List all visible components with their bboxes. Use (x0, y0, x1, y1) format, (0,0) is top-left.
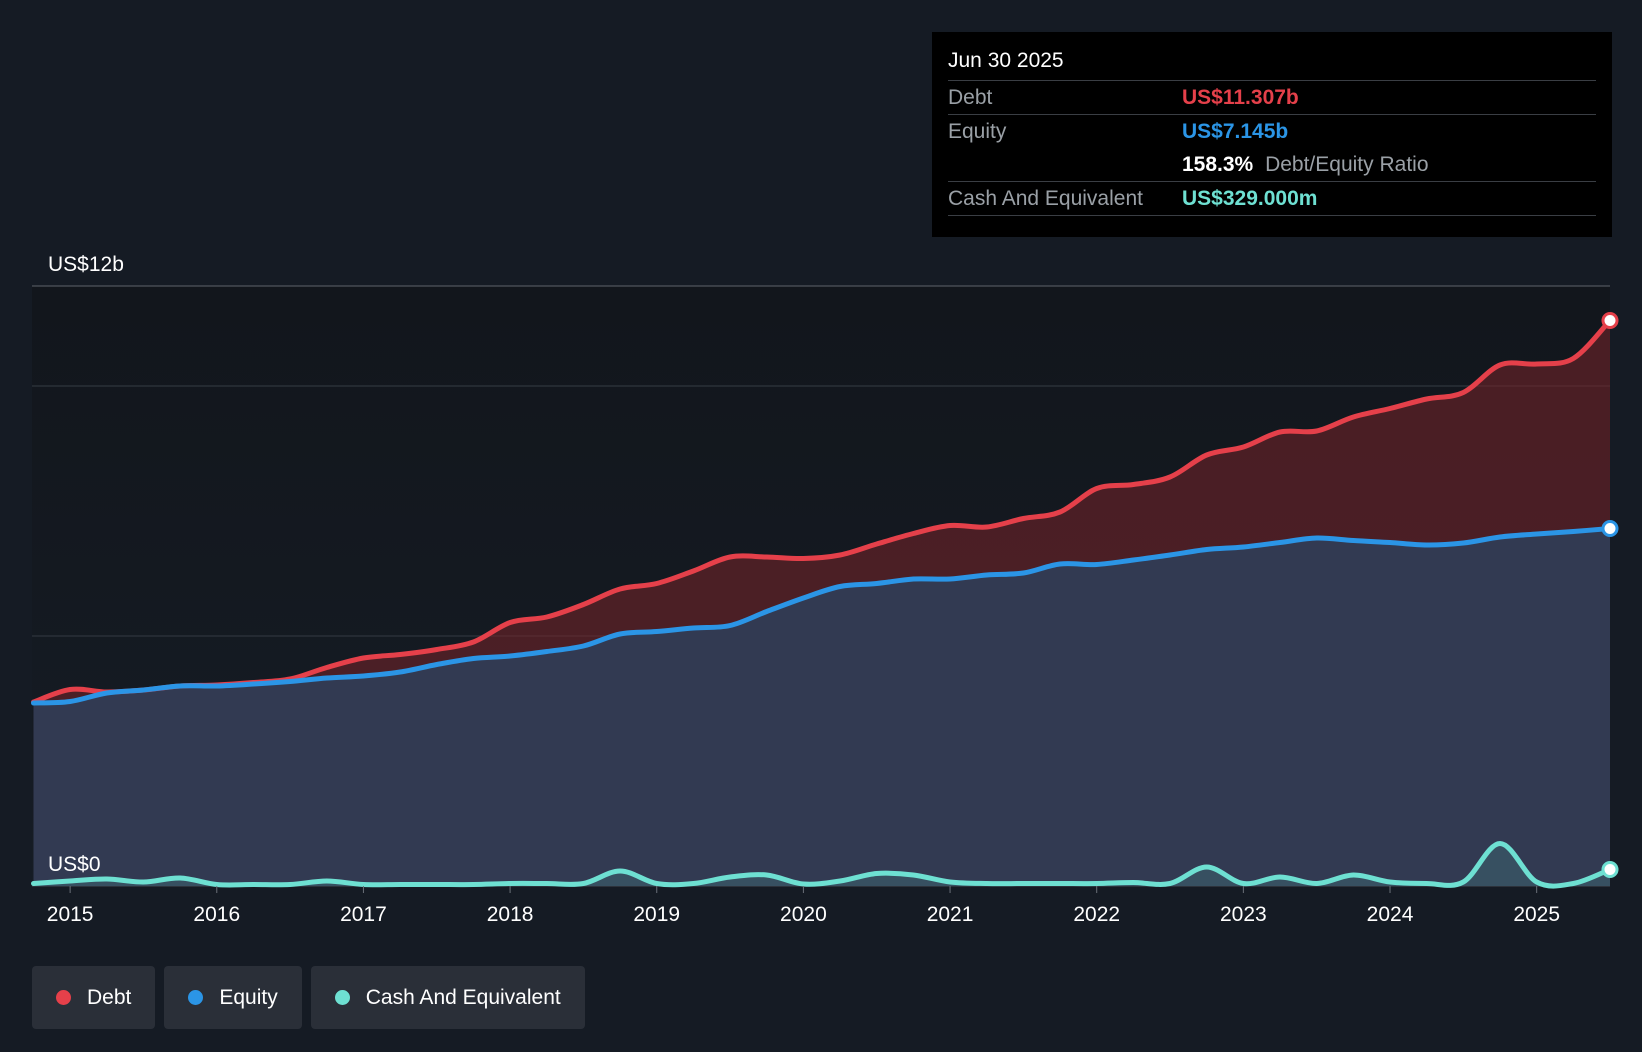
tooltip-panel: Jun 30 2025 Debt US$11.307b Equity US$7.… (932, 32, 1612, 237)
x-tick-label-2017: 2017 (340, 903, 387, 926)
tooltip-debt-value: US$11.307b (1182, 86, 1299, 109)
legend-item-debt[interactable]: Debt (32, 966, 156, 1029)
debt-line (31, 318, 1613, 705)
tooltip-debt-label: Debt (948, 86, 993, 109)
tooltip-cash-value: US$329.000m (1182, 187, 1318, 210)
legend-cash-label: Cash And Equivalent (365, 985, 561, 1009)
tooltip-equity-value: US$7.145b (1182, 120, 1289, 143)
equity-dot-icon (188, 990, 204, 1005)
cash-dot-icon (334, 990, 350, 1005)
legend-equity-label: Equity (219, 985, 278, 1009)
tooltip-equity-label: Equity (948, 120, 1007, 143)
tooltip-row-cash: Cash And Equivalent US$329.000m (948, 182, 1596, 216)
tooltip-ratio-spacer (948, 148, 1182, 181)
x-tick-label-2018: 2018 (487, 903, 534, 926)
x-axis: 2015 2016 2017 2018 2019 2020 2021 2022 2023 2024… (47, 886, 1560, 926)
cash-and-equivalent-area (33, 843, 1610, 887)
x-tick-label-2023: 2023 (1220, 903, 1267, 926)
tooltip-row-equity: Equity US$7.145b (948, 115, 1596, 148)
tooltip-row-debt: Debt US$11.307b (948, 81, 1596, 115)
y-tick-label-0: US$12b (48, 253, 124, 276)
x-tick-label-2016: 2016 (193, 903, 240, 926)
x-tick-label-2025: 2025 (1513, 903, 1560, 926)
x-tick-label-2019: 2019 (633, 903, 680, 926)
cash-and-equivalent-endpoint (1601, 861, 1619, 878)
cash-and-equivalent-line (31, 841, 1613, 889)
series-endpoints (1601, 312, 1619, 878)
debt-dot-icon (56, 990, 71, 1005)
x-tick-label-2024: 2024 (1367, 903, 1414, 926)
equity-area (33, 528, 1610, 886)
debt-endpoint (1601, 312, 1619, 329)
x-tick-label-2021: 2021 (927, 903, 974, 926)
x-tick-label-2020: 2020 (780, 903, 827, 926)
tooltip-row-ratio: 158.3% Debt/Equity Ratio (948, 148, 1596, 182)
series-lines (31, 318, 1613, 889)
legend: Debt Equity Cash And Equivalent (32, 966, 585, 1029)
tooltip-cash-label: Cash And Equivalent (948, 187, 1143, 210)
tooltip-ratio-label: Debt/Equity Ratio (1265, 153, 1429, 176)
equity-endpoint (1601, 520, 1619, 537)
tooltip-ratio-value: 158.3% (1182, 153, 1254, 176)
y-tick-label-1: US$0 (48, 853, 101, 876)
legend-debt-label: Debt (87, 985, 132, 1009)
tooltip-date: Jun 30 2025 (948, 46, 1596, 81)
series-areas (33, 320, 1610, 887)
x-tick-label-2015: 2015 (47, 903, 94, 926)
equity-line (31, 526, 1613, 706)
legend-item-equity[interactable]: Equity (164, 966, 302, 1029)
y-axis: US$12b US$0 (48, 253, 124, 876)
x-tick-label-2022: 2022 (1073, 903, 1120, 926)
legend-item-cash[interactable]: Cash And Equivalent (310, 966, 585, 1029)
